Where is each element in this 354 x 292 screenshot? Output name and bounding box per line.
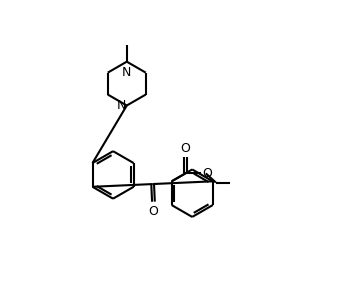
- Text: O: O: [149, 205, 158, 218]
- Text: N: N: [122, 66, 131, 79]
- Text: O: O: [202, 167, 212, 180]
- Text: N: N: [116, 99, 126, 112]
- Text: O: O: [181, 142, 190, 155]
